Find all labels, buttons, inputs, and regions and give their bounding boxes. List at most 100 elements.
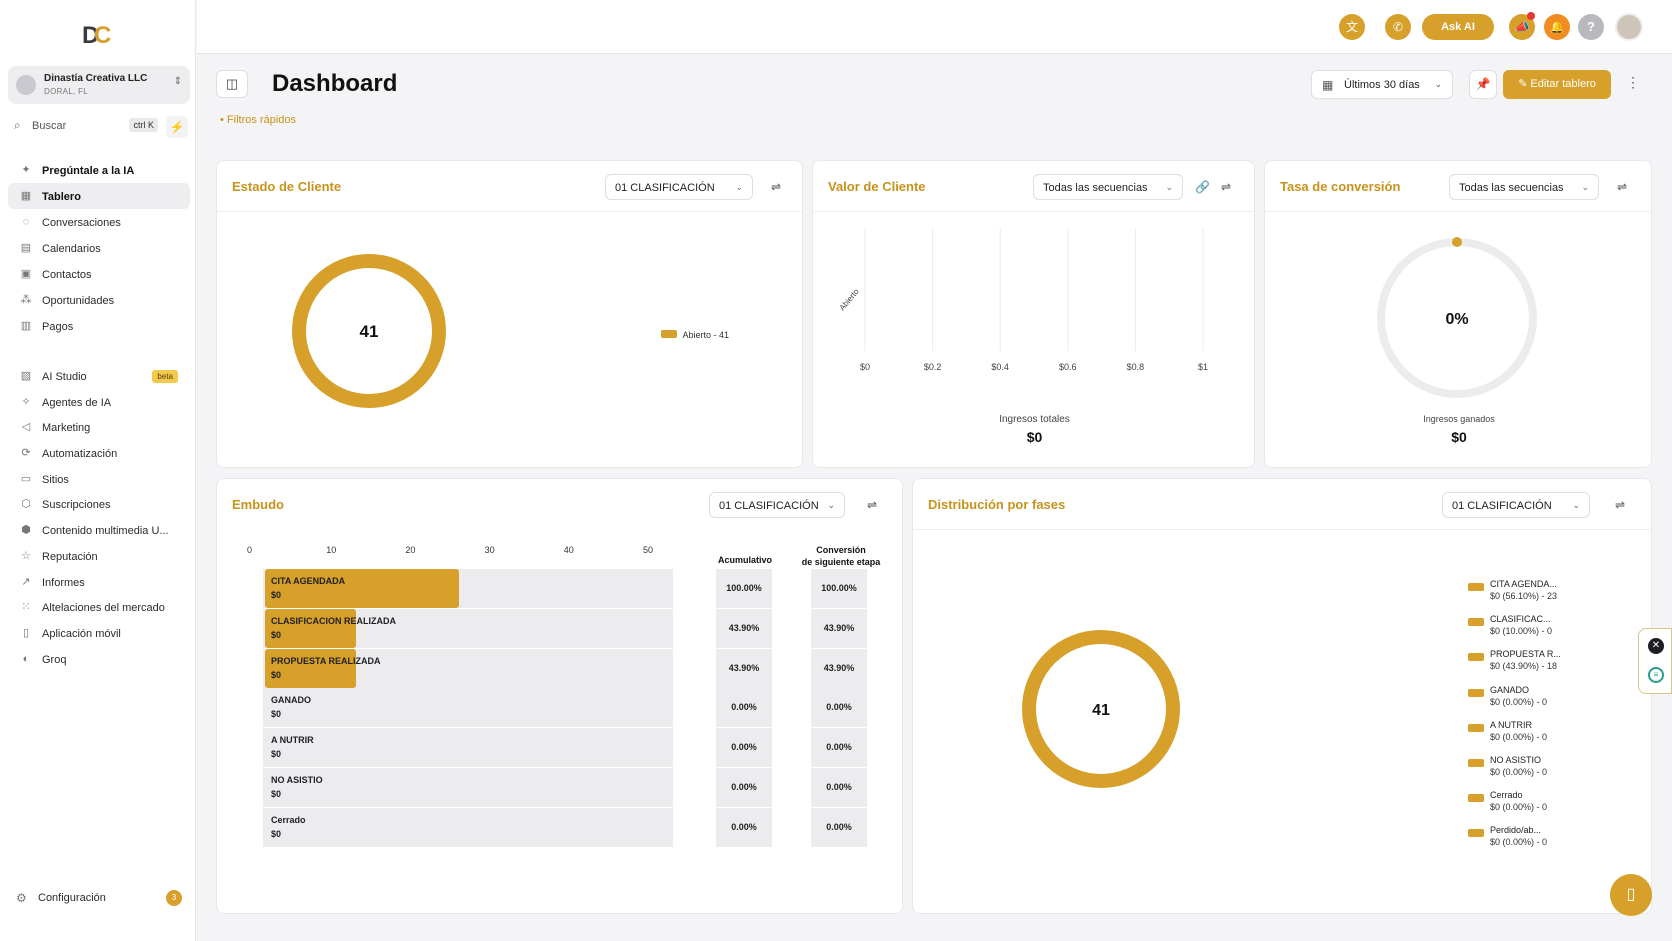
sidebar-item-configuracion[interactable]: ⚙ Configuración 3: [8, 886, 190, 910]
legend-stage-name: A NUTRIR: [1490, 719, 1533, 730]
help-button[interactable]: ?: [1578, 14, 1604, 40]
mobile-preview-button[interactable]: ▯: [1610, 874, 1652, 916]
sidebar-item-label: Suscripciones: [42, 499, 111, 512]
pin-button[interactable]: 📌: [1469, 70, 1497, 99]
filter-settings-icon[interactable]: ⇌: [1615, 498, 1626, 512]
chevron-down-icon: ⌄: [827, 500, 835, 510]
sidebar-item-label: Contenido multimedia U...: [42, 525, 169, 538]
media-icon: ⬢: [21, 524, 31, 537]
sidebar-item-ai-studio[interactable]: ▧ AI Studio beta: [8, 363, 190, 389]
sidebar-item-contenido-multimedia-u-[interactable]: ⬢ Contenido multimedia U...: [8, 517, 190, 543]
embudo-card: Embudo 01 CLASIFICACIÓN ⌄ ⇌ 0 10 20 30 40 50 …: [216, 478, 903, 914]
ask-ai-button[interactable]: Ask AI: [1422, 14, 1494, 40]
funnel-stage-value: $0: [271, 709, 282, 720]
embudo-axis-tick: 30: [484, 545, 495, 555]
quick-filters-label: Filtros rápidos: [226, 114, 296, 126]
lightning-icon[interactable]: ⚡: [166, 116, 188, 138]
filter-settings-icon[interactable]: ⇌: [1221, 180, 1232, 194]
sidebar-item-preg-ntale-a-la-ia[interactable]: ✦ Pregúntale a la IA: [8, 157, 190, 183]
sidebar-item-label: Altelaciones del mercado: [42, 602, 165, 615]
funnel-bar[interactable]: [265, 648, 357, 688]
sidebar-item-agentes-de-ia[interactable]: ✧ Agentes de IA: [8, 389, 190, 415]
divider: [217, 211, 802, 212]
nav-secondary: ▧ AI Studio beta ✧ Agentes de IA ◁ Marketing ⟳ A…: [8, 363, 190, 671]
sidebar-item-informes[interactable]: ↗ Informes: [8, 569, 190, 595]
tasa-dropdown[interactable]: Todas las secuencias ⌄: [1449, 174, 1599, 200]
account-name: Dinastía Creativa LLC: [44, 73, 148, 84]
funnel-row[interactable]: GANADO $0: [263, 688, 673, 728]
quick-filters-link[interactable]: • Filtros rápidos: [220, 114, 296, 126]
filter-settings-icon[interactable]: ⇌: [1617, 180, 1628, 194]
sidebar-item-tablero[interactable]: ▦ Tablero: [8, 183, 190, 209]
funnel-stage-value: $0: [271, 749, 282, 760]
sidebar-item-contactos[interactable]: ▣ Contactos: [8, 261, 190, 287]
more-options-icon[interactable]: ⋮: [1626, 74, 1640, 90]
sidebar-item-groq[interactable]: ◐ Groq: [8, 646, 190, 672]
valor-tick-label: $1: [1198, 362, 1208, 372]
sidebar-item-suscripciones[interactable]: ⬡ Suscripciones: [8, 491, 190, 517]
sidebar-item-aplicaci-n-m-vil[interactable]: ▯ Aplicación móvil: [8, 620, 190, 646]
payments-icon: ▥: [20, 320, 32, 332]
link-icon[interactable]: 🔗: [1195, 180, 1210, 194]
estado-dropdown[interactable]: 01 CLASIFICACIÓN ⌄: [605, 174, 753, 200]
funnel-bar[interactable]: [265, 608, 357, 648]
funnel-stage-name: PROPUESTA REALIZADA: [271, 655, 381, 666]
agents-icon: ✧: [21, 395, 31, 408]
distribucion-dropdown[interactable]: 01 CLASIFICACIÓN ⌄: [1442, 492, 1590, 518]
sidebar-item-sitios[interactable]: ▭ Sitios: [8, 466, 190, 492]
funnel-row[interactable]: CLASIFICACION REALIZADA $0: [263, 608, 673, 648]
phone-icon[interactable]: ✆: [1385, 14, 1411, 40]
layout-toggle-button[interactable]: ◫: [216, 70, 248, 98]
funnel-row[interactable]: PROPUESTA REALIZADA $0: [263, 648, 673, 688]
funnel-row[interactable]: NO ASISTIO $0: [263, 768, 673, 807]
search-input[interactable]: ⌕ Buscar ctrl K: [8, 114, 160, 138]
sidebar-item-reputaci-n[interactable]: ☆ Reputación: [8, 543, 190, 569]
valor-dropdown[interactable]: Todas las secuencias ⌄: [1033, 174, 1183, 200]
estado-donut-slice[interactable]: [292, 254, 446, 408]
estado-legend-item: Abierto - 41: [661, 330, 729, 340]
date-range-label: Últimos 30 días: [1344, 79, 1420, 91]
sites-icon: ▭: [20, 472, 32, 485]
date-range-dropdown[interactable]: ▦ Últimos 30 días ⌄: [1311, 70, 1453, 99]
user-avatar[interactable]: [1615, 13, 1643, 41]
embudo-axis-tick: 20: [405, 545, 416, 555]
sidebar-item-marketing[interactable]: ◁ Marketing: [8, 414, 190, 440]
estado-title: Estado de Cliente: [232, 179, 342, 194]
legend-stage-detail: $0 (0.00%) - 0: [1490, 802, 1548, 813]
close-icon[interactable]: ✕: [1648, 638, 1664, 654]
translate-icon[interactable]: 文: [1339, 14, 1365, 40]
divider: [1265, 211, 1651, 212]
account-location: DORAL, FL: [44, 87, 89, 96]
subscriptions-icon: ⬡: [21, 498, 31, 511]
sidebar-item-oportunidades[interactable]: ⁂ Oportunidades: [8, 287, 190, 313]
funnel-stage-value: $0: [271, 629, 282, 640]
sidebar-item-calendarios[interactable]: ▤ Calendarios: [8, 235, 190, 261]
account-switcher[interactable]: Dinastía Creativa LLC DORAL, FL ⇕: [8, 66, 190, 104]
embudo-dropdown[interactable]: 01 CLASIFICACIÓN ⌄: [709, 492, 845, 518]
funnel-stage-value: $0: [271, 669, 282, 680]
funnel-row[interactable]: CITA AGENDADA $0: [263, 569, 673, 608]
sidebar-item-automatizaci-n[interactable]: ⟳ Automatización: [8, 440, 190, 466]
sidebar-item-label: Agentes de IA: [42, 396, 112, 409]
edit-dashboard-button[interactable]: ✎ Editar tablero: [1503, 70, 1611, 99]
filter-settings-icon[interactable]: ⇌: [771, 180, 782, 194]
sidebar-item-altelaciones-del-mercado[interactable]: ⁙ Altelaciones del mercado: [8, 594, 190, 620]
chevron-down-icon: ⌄: [1581, 182, 1589, 192]
chat-widget-icon[interactable]: ≡: [1648, 667, 1664, 683]
funnel-cumulative-cell: 43.90%: [716, 608, 772, 648]
groq-icon: ◐: [22, 652, 30, 665]
filter-settings-icon[interactable]: ⇌: [867, 498, 878, 512]
funnel-row[interactable]: A NUTRIR $0: [263, 728, 673, 768]
distribucion-donut-ring[interactable]: [1022, 630, 1180, 788]
funnel-bar[interactable]: [265, 569, 460, 608]
funnel-conversion-cell: 0.00%: [811, 768, 867, 807]
distribucion-dropdown-label: 01 CLASIFICACIÓN: [1452, 500, 1552, 512]
funnel-row[interactable]: Cerrado $0: [263, 807, 673, 847]
sidebar-item-conversaciones[interactable]: ◌ Conversaciones: [8, 209, 190, 235]
star-icon: ☆: [21, 549, 31, 562]
bell-icon[interactable]: 🔔: [1544, 14, 1570, 40]
sidebar-item-pagos[interactable]: ▥ Pagos: [8, 313, 190, 339]
funnel-conversion-cell: 43.90%: [811, 608, 867, 648]
sidebar-item-label: Oportunidades: [42, 295, 115, 307]
